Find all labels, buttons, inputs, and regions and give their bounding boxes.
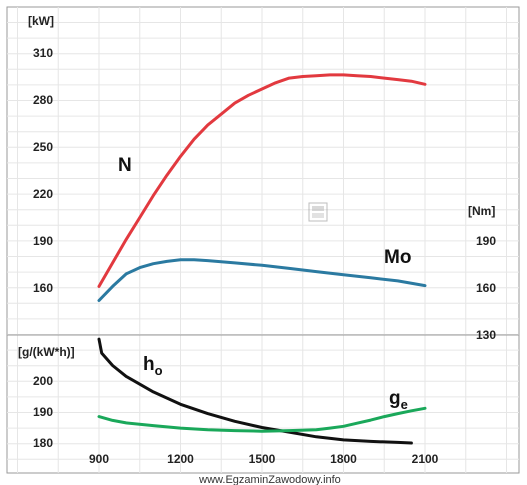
gkwh-tick-label: 180 <box>33 436 53 450</box>
grid <box>7 7 519 473</box>
series-label-ge: ge <box>389 388 408 412</box>
x-tick-label: 900 <box>89 452 109 466</box>
gkwh-unit-label: [g/(kW*h)] <box>18 345 75 359</box>
nm-unit-label: [Nm] <box>468 204 495 218</box>
series-label-ho-sub: o <box>155 363 163 378</box>
series-line-n <box>97 73 427 288</box>
x-tick-label: 2100 <box>412 452 439 466</box>
gkwh-tick-label: 200 <box>33 374 53 388</box>
x-tick-label: 1200 <box>167 452 194 466</box>
series-layer <box>97 73 427 445</box>
series-label-mo: Mo <box>384 247 411 268</box>
nm-tick-label: 190 <box>476 234 496 248</box>
nm-tick-label: 160 <box>476 281 496 295</box>
series-label-ho-main: h <box>143 354 155 375</box>
kw-tick-label: 280 <box>33 93 53 107</box>
kw-tick-label: 190 <box>33 234 53 248</box>
kw-tick-label: 160 <box>33 281 53 295</box>
x-tick-label: 1800 <box>330 452 357 466</box>
kw-tick-label: 250 <box>33 140 53 154</box>
x-tick-label: 1500 <box>249 452 276 466</box>
series-line-mo <box>97 258 427 302</box>
series-line-ge <box>97 406 427 433</box>
watermark-logo <box>308 202 328 222</box>
series-line-ho <box>97 337 413 445</box>
series-label-ho: ho <box>143 354 163 378</box>
chart-frame <box>6 6 520 474</box>
kw-tick-label: 220 <box>33 187 53 201</box>
nm-tick-label: 130 <box>476 328 496 342</box>
gkwh-tick-label: 190 <box>33 405 53 419</box>
kw-tick-label: 310 <box>33 46 53 60</box>
series-label-ge-sub: e <box>401 397 408 412</box>
series-label-n: N <box>118 155 132 176</box>
footer-watermark: www.EgzaminZawodowy.info <box>198 474 341 485</box>
series-label-ge-main: g <box>389 388 401 409</box>
kw-unit-label: [kW] <box>28 14 54 28</box>
